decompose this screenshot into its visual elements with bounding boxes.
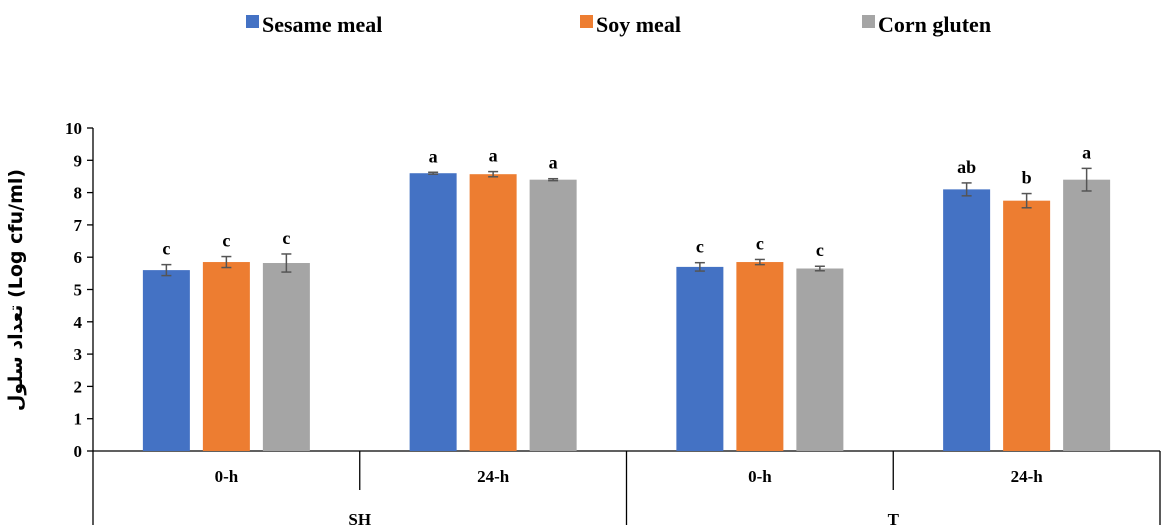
data-label: c — [162, 239, 170, 259]
y-tick-label: 0 — [74, 442, 83, 461]
bar — [736, 262, 784, 451]
data-label: c — [696, 237, 704, 257]
x-category-label: 24-h — [477, 467, 510, 486]
y-tick-label: 7 — [74, 216, 83, 235]
y-tick-label: 1 — [74, 410, 83, 429]
data-labels: c a c ab c a c b c a c a — [162, 142, 1091, 260]
bar — [529, 179, 577, 451]
bar — [409, 173, 457, 451]
bar — [262, 263, 310, 451]
bar — [202, 262, 250, 451]
data-label: a — [429, 146, 438, 166]
bar — [142, 270, 190, 451]
bar — [1003, 200, 1051, 451]
legend-swatch — [246, 15, 259, 28]
data-label: c — [816, 240, 824, 260]
y-tick-label: 2 — [74, 377, 83, 396]
data-label: c — [756, 233, 764, 253]
y-tick-label: 5 — [74, 281, 83, 300]
y-tick-label: 10 — [65, 119, 82, 138]
x-category-label: 0-h — [748, 467, 772, 486]
legend-swatch — [580, 15, 593, 28]
data-label: ab — [957, 157, 976, 177]
x-category-label: 0-h — [215, 467, 239, 486]
bar — [943, 189, 991, 451]
y-tick-label: 6 — [74, 248, 83, 267]
error-bars — [161, 167, 1092, 277]
x-category-label: 24-h — [1011, 467, 1044, 486]
data-label: c — [282, 228, 290, 248]
bar — [676, 266, 724, 451]
data-label: c — [222, 231, 230, 251]
bar — [1063, 179, 1111, 451]
y-tick-label: 3 — [74, 345, 83, 364]
legend-label: Sesame meal — [262, 12, 382, 37]
y-tick-label: 4 — [74, 313, 83, 332]
x-axis-labels: 0-h 24-h SH 0-h 24-h T — [215, 467, 1044, 529]
y-axis-title-wrap: تعداد سلول (Log cfu/ml) — [5, 169, 27, 411]
legend-label: Soy meal — [596, 12, 681, 37]
data-label: a — [1082, 142, 1091, 162]
x-group-label: SH — [348, 510, 371, 529]
bar — [796, 268, 844, 451]
legend: Sesame meal Soy meal Corn gluten — [246, 12, 991, 37]
data-label: a — [549, 153, 558, 173]
legend-swatch — [862, 15, 875, 28]
y-axis-title: تعداد سلول (Log cfu/ml) — [5, 169, 27, 411]
y-tick-label: 8 — [74, 184, 83, 203]
data-label: b — [1022, 168, 1032, 188]
y-tick-label: 9 — [74, 151, 83, 170]
legend-label: Corn gluten — [878, 12, 991, 37]
data-label: a — [489, 146, 498, 166]
x-group-label: T — [888, 510, 900, 529]
bars — [142, 173, 1111, 451]
bar — [469, 174, 517, 451]
